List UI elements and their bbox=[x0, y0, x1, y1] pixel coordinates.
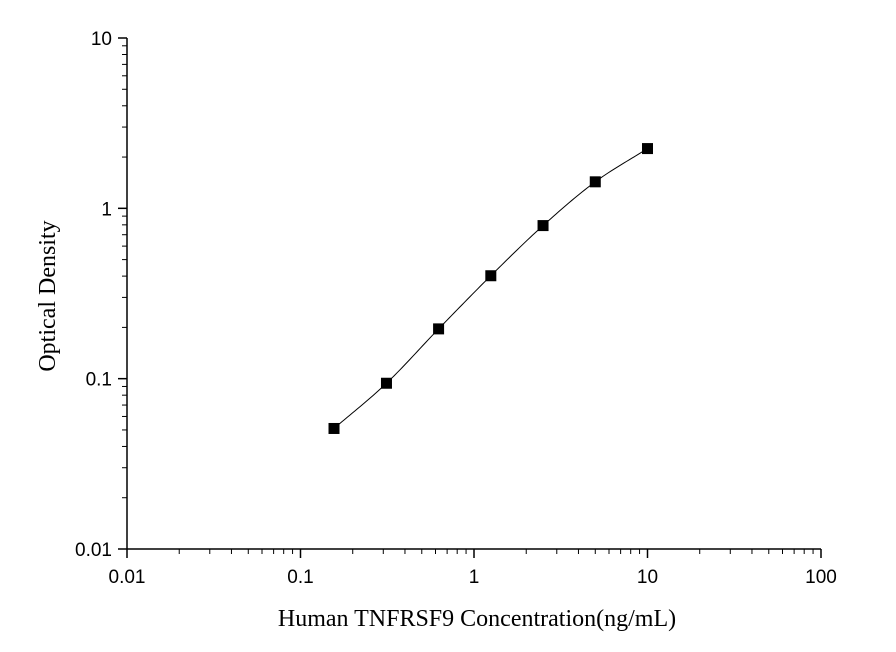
x-tick-label: 100 bbox=[805, 567, 837, 588]
data-point bbox=[485, 270, 497, 282]
data-point bbox=[380, 377, 392, 389]
axes: 0.01 0.1 1 10 100 0.01 0.1 1 10 bbox=[75, 29, 837, 588]
x-tick-label: 0.01 bbox=[109, 567, 146, 588]
data-point bbox=[589, 176, 601, 188]
y-tick-label: 0.01 bbox=[75, 540, 112, 561]
y-axis-title: Optical Density bbox=[35, 220, 61, 371]
x-axis-title: Human TNFRSF9 Concentration(ng/mL) bbox=[278, 606, 676, 632]
x-tick-label: 10 bbox=[637, 567, 658, 588]
x-tick-label: 1 bbox=[469, 567, 480, 588]
data-point bbox=[328, 422, 340, 434]
x-tick-label: 0.1 bbox=[287, 567, 313, 588]
data-points bbox=[328, 143, 653, 434]
y-tick-label: 0.1 bbox=[86, 370, 112, 391]
data-point bbox=[433, 323, 445, 335]
data-point bbox=[537, 220, 549, 232]
data-point bbox=[642, 143, 653, 155]
y-tick-label: 10 bbox=[91, 29, 112, 50]
y-tick-label: 1 bbox=[101, 199, 112, 220]
